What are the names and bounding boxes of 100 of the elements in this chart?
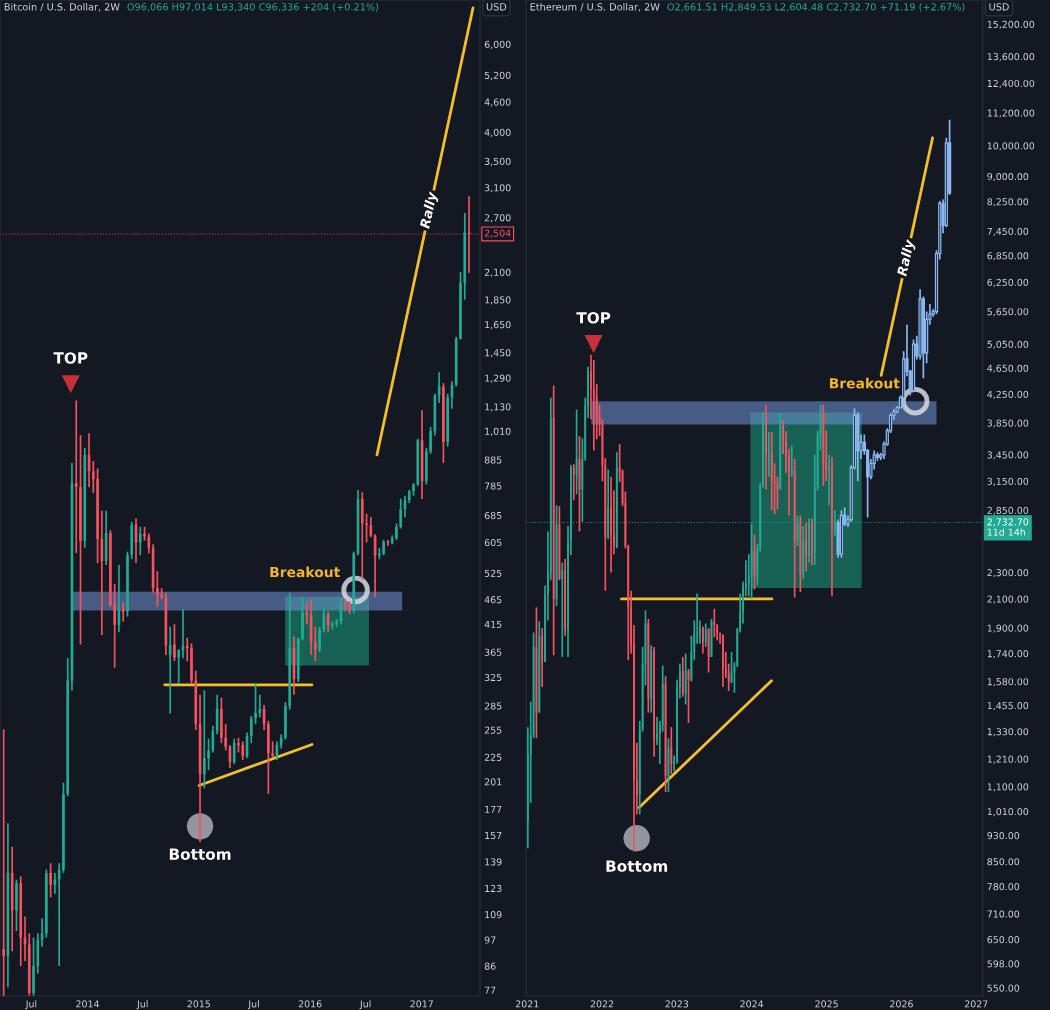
y-tick-label: 255 [484, 726, 502, 734]
candlestick [314, 626, 317, 663]
ref-line-label: 2,504 [484, 229, 511, 238]
y-tick-label: 8,250.00 [987, 198, 1029, 207]
candlestick [653, 646, 655, 758]
y-tick-label: 1,900.00 [987, 624, 1029, 633]
annotation: TOP [576, 312, 611, 324]
y-tick-label: 15,200.00 [987, 20, 1035, 29]
candlestick [811, 517, 813, 566]
y-tick-label: 850.00 [987, 858, 1020, 866]
y-tick-label: 2,100 [484, 268, 511, 277]
annotation: Rally [419, 190, 440, 230]
x-tick-label: 2017 [410, 1000, 433, 1008]
y-tick-label: 1,010.00 [987, 808, 1029, 817]
candlestick [49, 862, 52, 899]
candlestick [541, 627, 544, 688]
x-tick-label: Jul [247, 1000, 259, 1010]
y-tick-label: 3,150.00 [987, 477, 1029, 486]
candlestick [765, 404, 767, 491]
candlestick [442, 382, 445, 464]
y-tick-label: 12,400.00 [987, 79, 1035, 88]
chart-title: Ethereum / U.S. Dollar, 2W [530, 2, 660, 12]
candlestick [109, 529, 112, 608]
y-tick-label: 109 [485, 911, 502, 919]
y-tick-label: 5,050.00 [987, 340, 1029, 349]
candlestick [241, 740, 245, 761]
candlestick [147, 532, 151, 555]
candlestick [767, 431, 770, 478]
candlestick [831, 456, 833, 598]
candlestick [138, 525, 142, 557]
candlestick [301, 596, 304, 642]
y-tick-label: 780.00 [987, 883, 1020, 891]
candlestick [220, 696, 223, 744]
candlestick [45, 868, 48, 939]
annotation: Breakout [270, 566, 340, 578]
candlestick [779, 412, 782, 491]
candlestick [704, 622, 707, 648]
y-tick-label: 6,250.00 [987, 278, 1029, 287]
y-tick-label: 1,210.00 [987, 755, 1029, 764]
x-tick-label: 2024 [740, 1000, 764, 1008]
candlestick [207, 737, 210, 771]
y-tick-label: 5,650.00 [987, 308, 1029, 317]
candlestick [572, 463, 575, 502]
y-tick-label: 1,650 [485, 321, 511, 330]
candlestick [575, 408, 578, 496]
candlestick [343, 597, 347, 613]
x-tick-label: Jul [359, 1000, 371, 1010]
chart-title: Bitcoin / U.S. Dollar, 2W [4, 2, 120, 12]
y-tick-label: 3,500 [484, 157, 511, 166]
y-tick-label: 365 [484, 648, 502, 656]
y-tick-label: 225 [484, 753, 502, 761]
candlestick [395, 522, 398, 541]
y-tick-label: 139 [485, 858, 502, 866]
y-tick-label: 3,450.00 [987, 451, 1029, 460]
candlestick [91, 460, 95, 494]
y-tick-label: 605 [484, 538, 502, 547]
candlestick [828, 453, 830, 507]
y-tick-label: 525 [484, 569, 502, 577]
candlestick [399, 497, 403, 530]
x-tick-label: 2015 [187, 1000, 211, 1008]
y-tick-label: 4,600 [484, 98, 511, 107]
candlestick [378, 547, 381, 561]
candlestick [429, 426, 432, 455]
annotation: Bottom [169, 848, 231, 860]
y-axis-title: USD [989, 3, 1009, 11]
candlestick [538, 620, 541, 714]
y-tick-label: 5,200 [484, 71, 511, 80]
candlestick [610, 475, 612, 574]
candlestick [2, 728, 5, 996]
candlestick [684, 652, 687, 706]
candlestick [267, 719, 270, 795]
y-tick-label: 11,200.00 [987, 109, 1035, 118]
annotation: Bottom [606, 860, 668, 872]
y-tick-label: 1,580.00 [987, 678, 1029, 687]
candlestick [79, 434, 82, 646]
candlestick [249, 715, 253, 744]
candlestick [113, 582, 116, 669]
candlestick [592, 359, 595, 452]
x-tick-label: 2027 [964, 1000, 988, 1008]
candlestick [793, 458, 796, 599]
y-tick-label: 1,455.00 [987, 702, 1029, 711]
x-tick-label: Jul [25, 1000, 37, 1010]
y-tick-label: 2,700 [484, 214, 511, 223]
x-tick-label: 2026 [890, 1000, 913, 1008]
chart-subtitle: O96,066 H97,014 L93,340 C96,336 +204 (+0.21%) [127, 3, 379, 12]
y-tick-label: 1,290 [485, 374, 511, 383]
y-tick-label: 1,740.00 [987, 650, 1029, 659]
candlestick [15, 878, 18, 932]
candlestick [446, 392, 449, 448]
y-tick-label: 3,850.00 [987, 419, 1029, 428]
y-tick-label: 1,010 [485, 427, 511, 436]
candlestick [318, 626, 321, 653]
y-tick-label: 1,850 [485, 296, 511, 305]
candlestick [365, 513, 368, 544]
y-tick-label: 2,100.00 [987, 595, 1029, 604]
annotation: Rally [896, 238, 917, 278]
y-tick-label: 2,300.00 [987, 569, 1029, 578]
y-tick-label: 3,100 [484, 184, 511, 193]
y-tick-label: 710.00 [987, 910, 1020, 918]
y-tick-label: 785 [484, 482, 502, 490]
